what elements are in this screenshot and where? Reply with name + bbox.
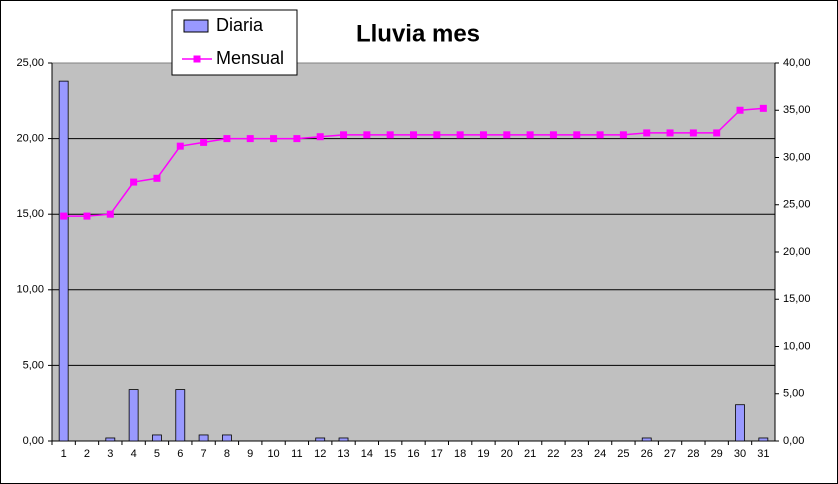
bar (58, 80, 69, 442)
x-tick-label: 21 (524, 448, 536, 460)
x-tick-label: 12 (314, 448, 326, 460)
marker (246, 135, 254, 143)
x-tick-label: 31 (757, 448, 769, 460)
y2-tick-label: 10,00 (783, 340, 811, 352)
marker (106, 210, 114, 218)
marker (713, 129, 721, 137)
x-tick-label: 28 (687, 448, 699, 460)
marker (130, 178, 138, 186)
marker (736, 106, 744, 114)
y2-tick-label: 5,00 (783, 388, 804, 400)
marker (456, 131, 464, 139)
x-tick-label: 30 (734, 448, 746, 460)
x-tick-label: 29 (711, 448, 723, 460)
bar (315, 437, 326, 442)
marker (666, 129, 674, 137)
x-tick-label: 3 (107, 448, 113, 460)
legend-swatch (193, 55, 201, 63)
marker (479, 131, 487, 139)
x-tick-label: 26 (641, 448, 653, 460)
y2-tick-label: 25,00 (783, 199, 811, 211)
x-tick-label: 6 (177, 448, 183, 460)
y2-tick-label: 20,00 (783, 246, 811, 258)
x-tick-label: 13 (337, 448, 349, 460)
x-tick-label: 15 (384, 448, 396, 460)
x-tick-label: 5 (154, 448, 160, 460)
bar (338, 437, 349, 442)
y-tick-label: 0,00 (23, 435, 44, 447)
marker (759, 104, 767, 112)
marker (643, 129, 651, 137)
marker (83, 212, 91, 220)
y2-tick-label: 15,00 (783, 293, 811, 305)
chart-title: Lluvia mes (356, 20, 480, 47)
x-tick-label: 14 (361, 448, 373, 460)
bar (222, 434, 232, 442)
bar (128, 389, 139, 442)
bar (758, 437, 769, 442)
bar (152, 434, 162, 442)
x-tick-label: 19 (477, 448, 489, 460)
marker (200, 138, 208, 146)
marker (410, 131, 417, 139)
bar (105, 437, 116, 442)
marker (619, 131, 627, 139)
marker (60, 212, 68, 220)
x-tick-label: 10 (267, 448, 279, 460)
x-tick-label: 27 (664, 448, 676, 460)
marker (596, 131, 604, 139)
marker (293, 135, 301, 143)
plot-area (51, 62, 776, 442)
marker (503, 131, 511, 139)
legend-label: Diaria (216, 15, 264, 35)
y-tick-label: 25,00 (16, 57, 44, 69)
bar (735, 404, 745, 442)
legend-swatch (183, 19, 209, 33)
bar (641, 437, 652, 442)
marker (549, 131, 557, 139)
marker (270, 135, 278, 143)
marker (689, 129, 697, 137)
x-tick-label: 24 (594, 448, 606, 460)
marker (573, 131, 581, 139)
x-tick-label: 22 (547, 448, 559, 460)
x-tick-label: 9 (247, 448, 253, 460)
x-tick-label: 17 (431, 448, 443, 460)
x-tick-label: 11 (291, 448, 302, 460)
marker (223, 135, 231, 143)
y-tick-label: 15,00 (16, 208, 44, 220)
y-tick-label: 10,00 (16, 284, 44, 296)
x-tick-label: 18 (454, 448, 466, 460)
x-tick-label: 20 (501, 448, 513, 460)
bar (198, 434, 209, 442)
x-tick-label: 7 (201, 448, 207, 460)
x-tick-label: 25 (617, 448, 629, 460)
x-tick-label: 2 (84, 448, 90, 460)
marker (386, 131, 394, 139)
marker (340, 131, 348, 139)
marker (433, 131, 441, 139)
x-tick-label: 4 (131, 448, 137, 460)
marker (316, 133, 324, 141)
y2-tick-label: 35,00 (783, 104, 811, 116)
x-tick-label: 1 (61, 448, 67, 460)
legend-label: Mensual (216, 48, 284, 68)
bar (175, 389, 186, 442)
marker (526, 131, 534, 139)
y2-tick-label: 30,00 (783, 151, 811, 163)
y2-tick-label: 0,00 (783, 435, 804, 447)
y-tick-label: 5,00 (23, 359, 44, 371)
x-tick-label: 16 (407, 448, 419, 460)
marker (176, 142, 184, 150)
y2-tick-label: 40,00 (783, 57, 811, 69)
marker (363, 131, 371, 139)
x-tick-label: 23 (571, 448, 583, 460)
y-tick-label: 20,00 (16, 133, 44, 145)
marker (153, 174, 161, 182)
x-tick-label: 8 (224, 448, 230, 460)
